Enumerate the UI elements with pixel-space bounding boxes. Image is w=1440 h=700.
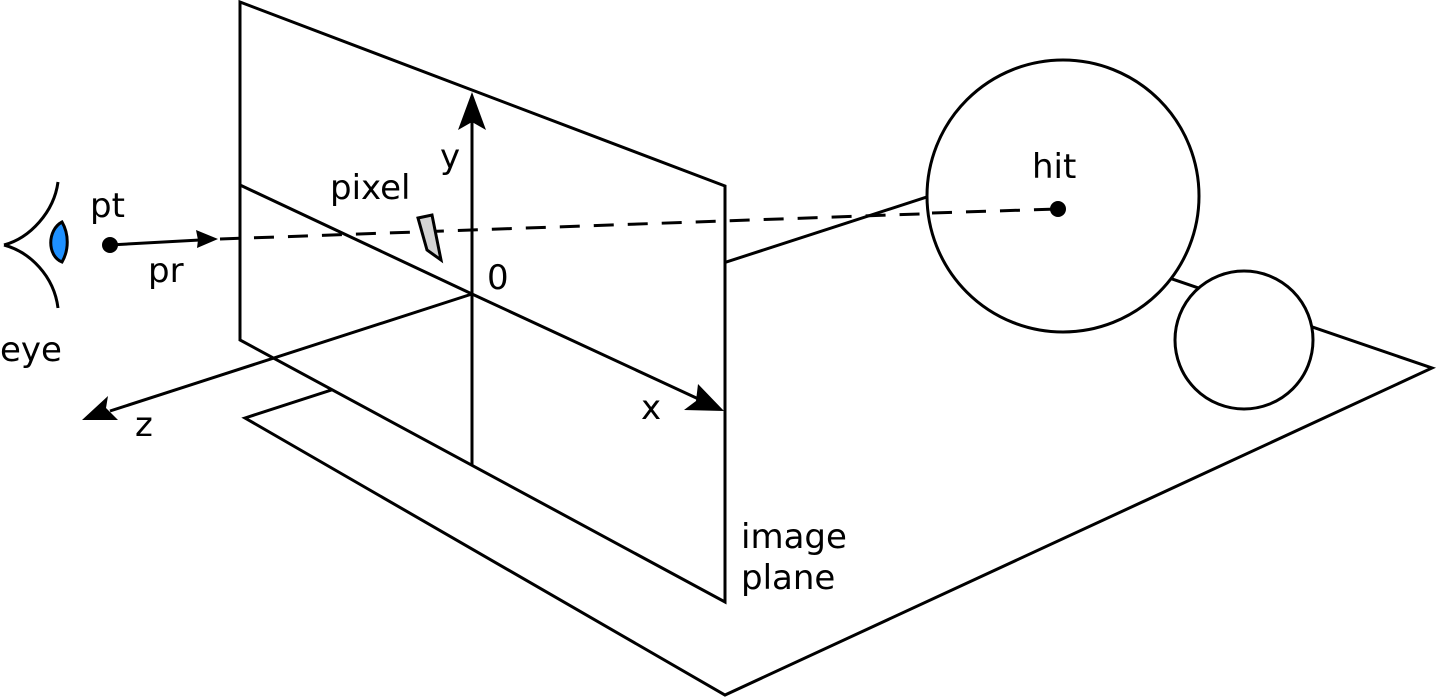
primary-ray (219, 207, 1059, 241)
pr-label: pr (148, 251, 184, 291)
x-axis-line (471, 292, 706, 404)
pixel-square (416, 213, 444, 264)
hit-point (1050, 201, 1066, 217)
z-axis-arrowhead (82, 396, 118, 420)
pixel-label: pixel (330, 168, 410, 208)
y-axis-label: y (440, 137, 460, 177)
eye-label: eye (0, 330, 62, 370)
pr-vector-line (109, 238, 201, 247)
large-sphere (925, 58, 1201, 334)
image-plane-label-line2: plane (741, 558, 835, 598)
eye-icon (3, 181, 69, 309)
pt-label: pt (90, 186, 125, 226)
image-plane-horizon (239, 183, 473, 296)
image-plane-label-line1: image (741, 517, 847, 557)
y-axis-arrowhead (458, 92, 486, 130)
small-sphere (1173, 269, 1315, 411)
origin-label: 0 (487, 258, 509, 298)
hit-label: hit (1032, 147, 1076, 187)
z-axis-label: z (135, 405, 153, 445)
z-axis-line (109, 292, 473, 413)
primary-ray-inside (931, 207, 1059, 215)
image-plane (238, 0, 727, 605)
x-axis-label: x (641, 388, 661, 428)
x-axis-arrowhead (684, 384, 724, 411)
pr-vector-arrowhead (196, 230, 218, 248)
